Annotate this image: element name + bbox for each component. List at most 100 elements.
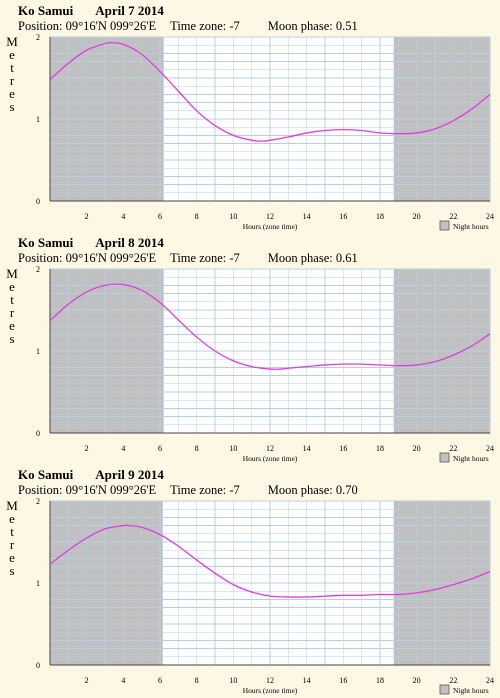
y-axis-title-letter: e (9, 47, 15, 62)
x-tick-label: 16 (339, 212, 347, 221)
x-tick-label: 20 (413, 212, 421, 221)
x-tick-label: 10 (229, 676, 237, 685)
timezone-label: Time zone: -7 (170, 251, 240, 265)
x-tick-label: 22 (449, 212, 457, 221)
tide-chart-panel-3: Ko Samui April 9 2014 Position: 09°16'N 0… (0, 464, 500, 697)
location-label: Ko Samui (18, 467, 74, 482)
x-tick-label: 2 (85, 444, 89, 453)
tide-height-line-1 (49, 524, 491, 598)
x-tick-label: 4 (121, 676, 125, 685)
y-axis-title-letter: M (6, 34, 18, 49)
y-axis-title-letter: s (9, 99, 14, 114)
x-tick-label: 4 (121, 444, 125, 453)
chart-info: Position: 09°16'N 099°26'E Time zone: -7 M… (18, 251, 358, 266)
y-axis-title-letter: M (6, 498, 18, 513)
date-label: April 7 2014 (95, 3, 164, 18)
x-tick-label: 24 (486, 444, 494, 453)
y-axis-title-letter: e (9, 86, 15, 101)
x-tick-label: 6 (158, 676, 162, 685)
chart-title: Ko Samui April 8 2014 (18, 235, 164, 251)
x-tick-label: 10 (229, 212, 237, 221)
x-axis-label: Hours (zone time) (243, 222, 298, 231)
date-label: April 8 2014 (95, 235, 164, 250)
x-axis-label: Hours (zone time) (243, 686, 298, 695)
y-axis-title-letter: e (9, 550, 15, 565)
x-tick-label: 24 (486, 676, 494, 685)
x-tick-label: 14 (303, 212, 311, 221)
chart-title: Ko Samui April 7 2014 (18, 3, 164, 19)
x-tick-label: 12 (266, 676, 274, 685)
location-label: Ko Samui (18, 3, 74, 18)
y-axis-title-letter: e (9, 511, 15, 526)
moon-phase-label: Moon phase: 0.61 (267, 251, 358, 265)
grid (49, 268, 491, 434)
y-tick-label: 1 (36, 579, 40, 588)
legend-swatch (439, 452, 450, 463)
x-tick-label: 20 (413, 676, 421, 685)
location-label: Ko Samui (18, 235, 74, 250)
x-tick-label: 8 (195, 444, 199, 453)
x-tick-label: 22 (449, 676, 457, 685)
position-label: Position: 09°16'N 099°26'E (18, 19, 157, 33)
y-axis-title-letter: e (9, 318, 15, 333)
x-tick-label: 10 (229, 444, 237, 453)
tide-height-line-1 (49, 41, 491, 142)
chart-info: Position: 09°16'N 099°26'E Time zone: -7 M… (18, 483, 358, 498)
y-axis-title-letter: r (10, 537, 15, 552)
y-tick-label: 2 (36, 265, 40, 274)
y-axis-title-letter: s (9, 331, 14, 346)
x-tick-label: 18 (376, 676, 384, 685)
y-tick-label: 1 (36, 115, 40, 124)
x-tick-label: 22 (449, 444, 457, 453)
legend-label: Night hours (453, 686, 489, 695)
grid (49, 500, 491, 666)
x-tick-label: 6 (158, 444, 162, 453)
tide-chart-panel-1: Ko Samui April 7 2014 Position: 09°16'N 0… (0, 0, 500, 233)
y-axis-title-letter: M (6, 266, 18, 281)
y-tick-label: 0 (36, 661, 40, 670)
y-tick-label: 0 (36, 429, 40, 438)
x-tick-label: 24 (486, 212, 494, 221)
y-tick-label: 1 (36, 347, 40, 356)
moon-phase-label: Moon phase: 0.70 (267, 483, 358, 497)
timezone-label: Time zone: -7 (170, 19, 240, 33)
legend-swatch (439, 684, 450, 695)
chart-info: Position: 09°16'N 099°26'E Time zone: -7 M… (18, 19, 358, 34)
x-tick-label: 6 (158, 212, 162, 221)
x-tick-label: 4 (121, 212, 125, 221)
x-tick-label: 2 (85, 676, 89, 685)
timezone-label: Time zone: -7 (170, 483, 240, 497)
x-tick-label: 2 (85, 212, 89, 221)
x-tick-label: 8 (195, 676, 199, 685)
grid (49, 36, 491, 202)
legend-swatch (439, 220, 450, 231)
y-axis-title-letter: r (10, 73, 15, 88)
y-axis-title-letter: s (9, 563, 14, 578)
x-tick-label: 12 (266, 212, 274, 221)
position-label: Position: 09°16'N 099°26'E (18, 251, 157, 265)
chart-title: Ko Samui April 9 2014 (18, 467, 164, 483)
x-tick-label: 18 (376, 444, 384, 453)
y-axis-title-letter: e (9, 279, 15, 294)
tide-chart-panel-2: Ko Samui April 8 2014 Position: 09°16'N 0… (0, 232, 500, 465)
y-tick-label: 0 (36, 197, 40, 206)
legend-label: Night hours (453, 222, 489, 231)
x-tick-label: 14 (303, 444, 311, 453)
y-axis-title-letter: t (10, 524, 14, 539)
y-axis-title-letter: t (10, 292, 14, 307)
x-tick-label: 16 (339, 676, 347, 685)
tide-height-line-1 (49, 283, 491, 370)
y-tick-label: 2 (36, 497, 40, 506)
x-axis-label: Hours (zone time) (243, 454, 298, 463)
y-axis-title-letter: t (10, 60, 14, 75)
x-tick-label: 14 (303, 676, 311, 685)
moon-phase-label: Moon phase: 0.51 (267, 19, 358, 33)
legend-label: Night hours (453, 454, 489, 463)
x-tick-label: 12 (266, 444, 274, 453)
